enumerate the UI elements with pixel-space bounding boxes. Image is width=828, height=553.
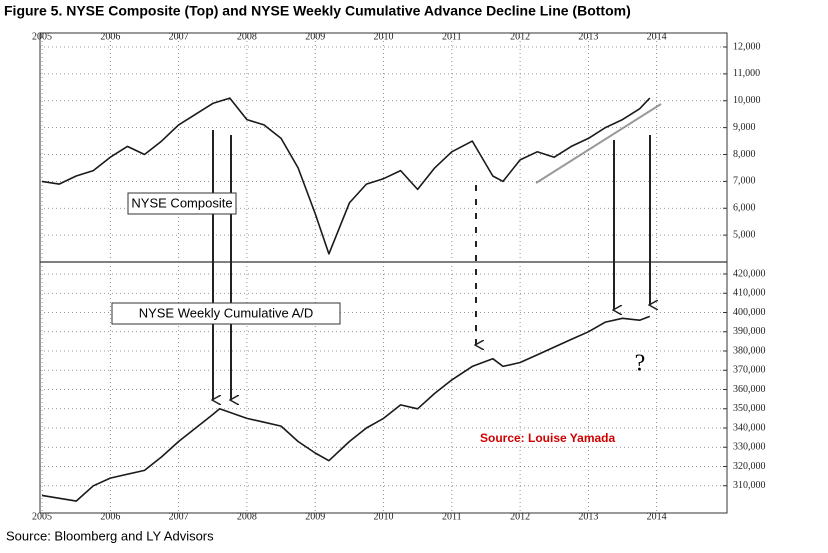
x-tick-label: 2006	[100, 511, 120, 522]
data-line	[41, 315, 651, 502]
y-tick-label: 420,000	[733, 268, 766, 279]
x-tick-label: 2005	[32, 31, 52, 42]
annotation: NYSE Weekly Cumulative A/D	[139, 305, 314, 320]
y-tick-label: 12,000	[733, 41, 761, 52]
x-tick-label: 2005	[32, 511, 52, 522]
x-tick-label: 2008	[237, 511, 257, 522]
source-note: Source: Bloomberg and LY Advisors	[6, 528, 214, 543]
x-tick-label: 2013	[578, 511, 598, 522]
y-tick-label: 8,000	[733, 149, 756, 160]
annotation: Source: Louise Yamada	[480, 431, 615, 445]
annotation: NYSE Composite	[131, 195, 232, 210]
y-tick-label: 400,000	[733, 307, 766, 318]
x-tick-label: 2011	[442, 31, 462, 42]
x-tick-label: 2011	[442, 511, 462, 522]
annotation-box	[111, 302, 341, 325]
annotation-box	[127, 192, 237, 215]
x-tick-label: 2014	[647, 511, 667, 522]
arrows	[213, 130, 650, 400]
y-tick-label: 5,000	[733, 229, 756, 240]
y-tick-label: 11,000	[733, 68, 760, 79]
y-tick-label: 310,000	[733, 480, 766, 491]
y-tick-label: 6,000	[733, 203, 756, 214]
y-tick-label: 410,000	[733, 288, 766, 299]
y-tick-label: 10,000	[733, 95, 761, 106]
y-tick-label: 330,000	[733, 442, 766, 453]
y-tick-label: 9,000	[733, 122, 756, 133]
x-tick-label: 2009	[305, 511, 325, 522]
x-tick-label: 2010	[374, 511, 394, 522]
trend-line	[535, 103, 662, 184]
chart-title: Figure 5. NYSE Composite (Top) and NYSE …	[4, 3, 631, 19]
x-tick-label: 2006	[100, 31, 120, 42]
y-tick-label: 370,000	[733, 365, 766, 376]
x-tick-label: 2010	[374, 31, 394, 42]
x-tick-label: 2013	[578, 31, 598, 42]
annotation: ?	[635, 351, 646, 377]
x-tick-label: 2014	[647, 31, 667, 42]
y-tick-label: 320,000	[733, 461, 766, 472]
data-line	[41, 97, 651, 255]
x-tick-label: 2007	[169, 511, 189, 522]
y-tick-label: 340,000	[733, 422, 766, 433]
y-tick-label: 380,000	[733, 345, 766, 356]
y-tick-label: 390,000	[733, 326, 766, 337]
x-tick-label: 2012	[510, 31, 530, 42]
y-tick-label: 7,000	[733, 176, 756, 187]
x-tick-label: 2012	[510, 511, 530, 522]
x-tick-label: 2007	[169, 31, 189, 42]
x-tick-label: 2009	[305, 31, 325, 42]
y-tick-label: 360,000	[733, 384, 766, 395]
y-tick-label: 350,000	[733, 403, 766, 414]
x-tick-label: 2008	[237, 31, 257, 42]
